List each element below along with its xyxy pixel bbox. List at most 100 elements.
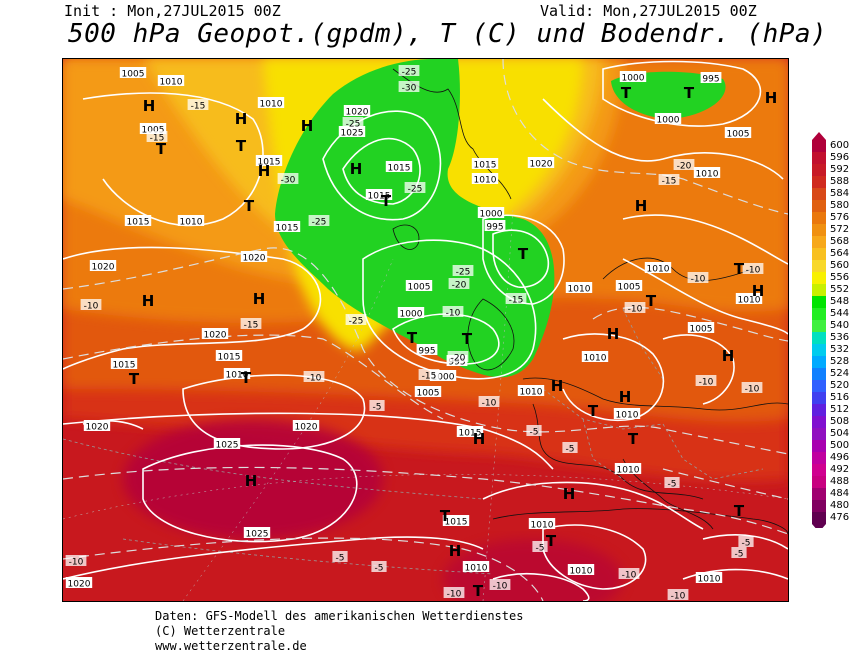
legend-swatch (812, 464, 826, 476)
isobar-label: 1020 (240, 251, 268, 264)
high-pressure-label: H (350, 160, 363, 178)
temperature-label: -30 (398, 81, 420, 94)
svg-text:-10: -10 (628, 305, 643, 315)
svg-text:-10: -10 (447, 590, 462, 600)
svg-text:1005: 1005 (142, 126, 165, 136)
isobar-label: 1020 (201, 328, 229, 341)
svg-text:1000: 1000 (622, 74, 645, 84)
legend-label: 556 (830, 272, 850, 283)
svg-text:1000: 1000 (657, 116, 680, 126)
legend-swatch (812, 428, 826, 440)
legend-label: 544 (830, 308, 850, 319)
low-pressure-label: T (621, 84, 632, 102)
svg-text:-20: -20 (677, 162, 692, 172)
svg-text:1000: 1000 (480, 210, 503, 220)
temperature-label: -10 (442, 306, 464, 319)
temperature-labels: -15-15-25-30-25-30-25-25-25-20-25-15-20-… (65, 65, 764, 601)
temperature-label: -10 (478, 396, 500, 409)
temperature-label: -10 (624, 302, 646, 315)
isobar-label: 1015 (110, 358, 138, 371)
svg-text:995: 995 (418, 347, 435, 357)
svg-text:1010: 1010 (647, 265, 670, 275)
isobar-label: 1015 (255, 155, 283, 168)
low-pressure-label: T (462, 330, 473, 348)
svg-text:1015: 1015 (258, 158, 281, 168)
isobar-label: 1010 (567, 564, 595, 577)
isobar-label: 1010 (565, 282, 593, 295)
svg-text:995: 995 (486, 223, 503, 233)
legend-swatch (812, 368, 826, 380)
svg-text:-25: -25 (312, 218, 327, 228)
svg-text:-15: -15 (244, 321, 259, 331)
legend-label: 520 (830, 380, 850, 391)
svg-text:-10: -10 (493, 582, 508, 592)
low-pressure-label: T (646, 292, 657, 310)
high-pressure-label: H (635, 197, 648, 215)
isobar-label: 1015 (385, 161, 413, 174)
svg-text:1010: 1010 (616, 411, 639, 421)
high-pressure-label: H (143, 97, 156, 115)
isobar-label: 1015 (471, 158, 499, 171)
legend-label: 580 (830, 200, 850, 211)
svg-text:-15: -15 (191, 102, 206, 112)
svg-text:-25: -25 (408, 185, 423, 195)
isobar-label: 1020 (527, 157, 555, 170)
legend-label: 492 (830, 464, 850, 475)
coastlines (392, 68, 788, 535)
temperature-label: -5 (371, 561, 387, 574)
svg-text:-10: -10 (69, 558, 84, 568)
high-pressure-label: H (235, 110, 248, 128)
svg-text:1010: 1010 (696, 170, 719, 180)
svg-text:-10: -10 (84, 302, 99, 312)
low-pressure-label: T (244, 197, 255, 215)
isobar-label: 1010 (157, 75, 185, 88)
high-pressure-label: H (245, 472, 258, 490)
svg-text:1025: 1025 (216, 441, 239, 451)
svg-text:-30: -30 (402, 84, 417, 94)
legend-label: 584 (830, 188, 850, 199)
svg-text:1005: 1005 (122, 70, 145, 80)
isobar-label: 1015 (365, 189, 393, 202)
svg-text:1005: 1005 (408, 283, 431, 293)
legend-swatch (812, 452, 826, 464)
legend-swatch (812, 380, 826, 392)
svg-text:1010: 1010 (180, 218, 203, 228)
legend-label: 532 (830, 344, 850, 355)
svg-text:1015: 1015 (113, 361, 136, 371)
low-pressure-label: T (236, 137, 247, 155)
temperature-label: -5 (526, 425, 542, 438)
legend-swatch (812, 344, 826, 356)
low-pressure-label: T (588, 402, 599, 420)
svg-text:1010: 1010 (520, 388, 543, 398)
isobar-label: 1015 (273, 221, 301, 234)
legend-swatch (812, 140, 826, 152)
svg-text:-10: -10 (446, 309, 461, 319)
temperature-label: -10 (80, 299, 102, 312)
isobar-label: 1000 (654, 113, 682, 126)
high-pressure-label: H (142, 292, 155, 310)
isobar-label: 1005 (139, 123, 167, 136)
legend-swatch (812, 308, 826, 320)
legend-arrow-top (812, 132, 826, 140)
isobar-label: 1005 (687, 322, 715, 335)
isobar-labels: 1005 1010 1010 1005 1015 1020 1025 1015 1015 1015… (65, 67, 763, 590)
svg-text:-10: -10 (691, 275, 706, 285)
svg-text:1010: 1010 (465, 564, 488, 574)
legend-label: 480 (830, 500, 850, 511)
legend-label: 476 (830, 512, 850, 523)
isobar-label: 1010 (644, 262, 672, 275)
svg-text:995: 995 (448, 358, 465, 368)
isobar-label: 1010 (613, 408, 641, 421)
temperature-label: -20 (673, 159, 695, 172)
svg-text:1015: 1015 (368, 192, 391, 202)
temperature-label: -20 (448, 278, 470, 291)
svg-text:1010: 1010 (698, 575, 721, 585)
legend-swatch (812, 248, 826, 260)
legend-label: 536 (830, 332, 850, 343)
svg-text:1015: 1015 (127, 218, 150, 228)
svg-text:-15: -15 (509, 296, 524, 306)
svg-text:-5: -5 (530, 428, 539, 438)
isobar-label: 1000 (397, 307, 425, 320)
temperature-label: -25 (398, 65, 420, 78)
temperature-label: -15 (187, 99, 209, 112)
